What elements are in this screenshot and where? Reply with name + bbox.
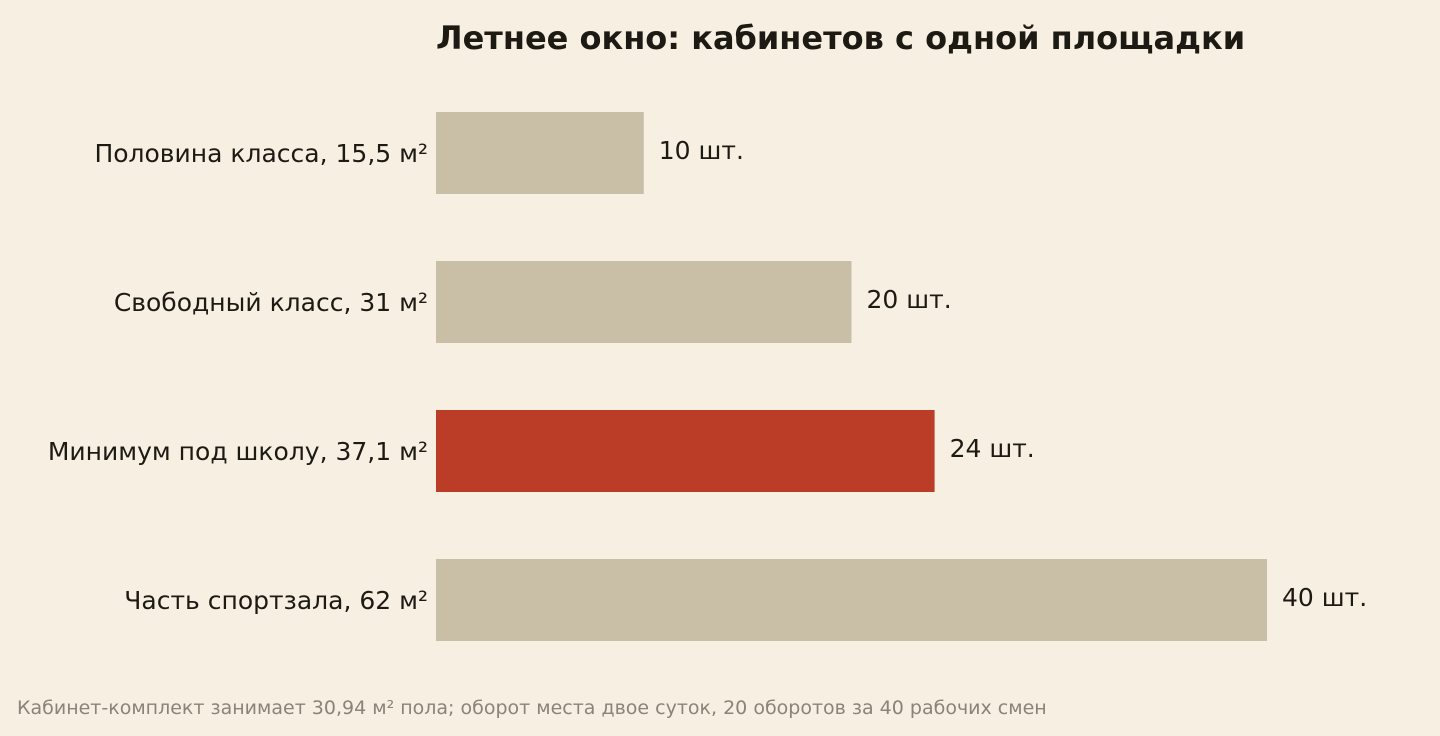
value-label-4: 40 шт. (1282, 583, 1367, 612)
chart-footnote: Кабинет-комплект занимает 30,94 м² пола;… (17, 697, 1047, 719)
bar-1 (436, 112, 644, 194)
bar-3 (436, 410, 935, 492)
bar-4 (436, 559, 1267, 641)
value-label-1: 10 шт. (659, 136, 744, 165)
category-label-3: Минимум под школу, 37,1 м² (48, 437, 428, 466)
value-label-3: 24 шт. (950, 434, 1035, 463)
chart-title: Летнее окно: кабинетов с одной площадки (436, 19, 1246, 57)
bar-2 (436, 261, 852, 343)
category-label-2: Свободный класс, 31 м² (114, 288, 428, 317)
category-label-4: Часть спортзала, 62 м² (124, 586, 428, 615)
value-label-2: 20 шт. (867, 285, 952, 314)
category-label-1: Половина класса, 15,5 м² (94, 139, 428, 168)
